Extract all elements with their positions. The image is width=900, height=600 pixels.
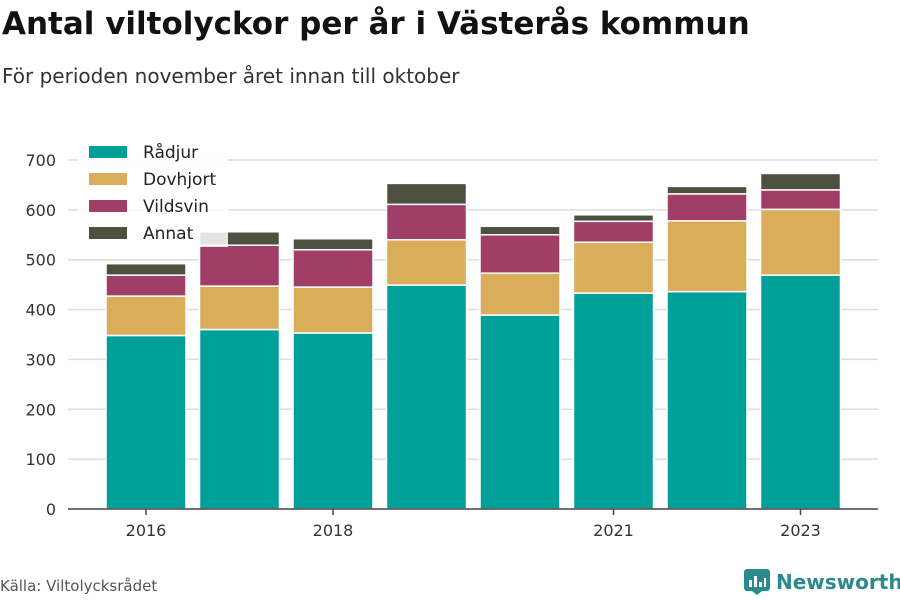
bar-dovhjort-2020 — [479, 272, 561, 316]
x-tick-label: 2023 — [780, 521, 821, 540]
legend-swatch-vildsvin — [89, 200, 127, 212]
legend-swatch-dovhjort — [89, 173, 127, 185]
bar-rådjur-2021 — [572, 292, 655, 510]
bar-dovhjort-2019 — [385, 239, 468, 286]
x-tick-label: 2018 — [313, 521, 354, 540]
bar-rådjur-2018 — [292, 332, 374, 510]
bar-annat-2018 — [292, 238, 374, 251]
bar-chart-icon — [744, 569, 770, 595]
bar-dovhjort-2017 — [198, 285, 281, 331]
bar-annat-2016 — [105, 262, 187, 276]
bar-vildsvin-2021 — [572, 220, 655, 243]
y-tick-label: 400 — [25, 301, 56, 320]
legend-label-dovhjort: Dovhjort — [143, 170, 216, 190]
legend-label-annat: Annat — [143, 224, 194, 244]
bar-vildsvin-2019 — [385, 203, 468, 241]
y-tick-label: 0 — [46, 500, 56, 519]
bar-vildsvin-2020 — [479, 234, 561, 274]
y-tick-label: 300 — [25, 350, 56, 369]
brand-logo: Newsworthy — [744, 569, 900, 595]
bar-annat-2021 — [572, 214, 655, 223]
y-tick-label: 700 — [25, 151, 56, 170]
legend-swatch-rådjur — [89, 146, 127, 158]
bar-rådjur-2022 — [666, 290, 748, 510]
bar-vildsvin-2016 — [105, 274, 187, 297]
bar-rådjur-2023 — [759, 274, 842, 510]
bar-annat-2020 — [479, 225, 561, 236]
bar-rådjur-2016 — [105, 334, 187, 510]
bar-rådjur-2020 — [479, 314, 561, 510]
x-tick-label: 2016 — [126, 521, 167, 540]
bar-annat-2022 — [666, 185, 748, 195]
legend-label-rådjur: Rådjur — [143, 142, 198, 163]
bar-dovhjort-2022 — [666, 220, 748, 293]
y-tick-label: 200 — [25, 400, 56, 419]
legend-swatch-annat — [89, 227, 127, 239]
x-axis-ticks: 2016 2018 2021 2023 — [126, 509, 821, 540]
y-axis-ticks: 0 100 200 300 400 500 600 700 — [25, 151, 56, 519]
bar-vildsvin-2017 — [198, 244, 281, 287]
y-tick-label: 100 — [25, 450, 56, 469]
y-tick-label: 500 — [25, 251, 56, 270]
bar-rådjur-2019 — [385, 284, 468, 510]
y-tick-label: 600 — [25, 201, 56, 220]
chart-title: Antal viltolyckor per år i Västerås komm… — [2, 6, 750, 42]
source-note: Källa: Viltolycksrådet — [0, 577, 158, 595]
bar-annat-2023 — [759, 172, 842, 191]
brand-name: Newsworthy — [776, 570, 900, 594]
chart-subtitle: För perioden november året innan till ok… — [2, 64, 460, 88]
bar-dovhjort-2018 — [292, 286, 374, 334]
legend: Rådjur Dovhjort Vildsvin Annat — [78, 137, 228, 247]
legend-label-vildsvin: Vildsvin — [143, 197, 209, 217]
bar-annat-2019 — [385, 182, 468, 206]
bar-vildsvin-2023 — [759, 189, 842, 211]
x-tick-label: 2021 — [593, 521, 634, 540]
bar-dovhjort-2023 — [759, 208, 842, 276]
bar-dovhjort-2021 — [572, 241, 655, 294]
bars — [105, 172, 842, 510]
bar-rådjur-2017 — [198, 328, 281, 510]
bar-dovhjort-2016 — [105, 295, 187, 337]
bar-vildsvin-2018 — [292, 248, 374, 288]
bar-vildsvin-2022 — [666, 193, 748, 222]
